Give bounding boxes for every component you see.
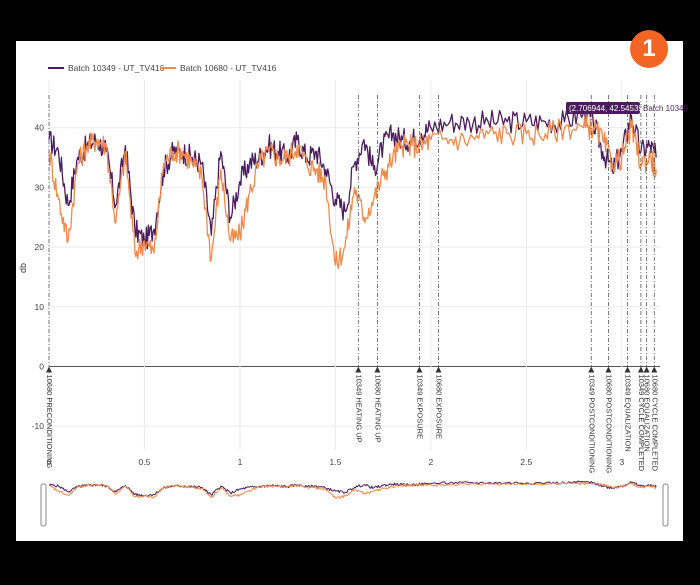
hover-tooltip: (2.706944, 42.54539) Batch 10349 <box>566 102 688 114</box>
event-label: 10680 HEATING UP <box>373 374 382 442</box>
x-tick-label: 0 <box>47 457 52 467</box>
event-label: 10349 EQUALIZATION <box>624 374 633 451</box>
y-tick-label: 0 <box>39 361 44 371</box>
x-tick-label: 3 <box>619 457 624 467</box>
event-arrow <box>588 366 595 373</box>
event-label: 10680 PRECONDITIONING <box>45 374 54 468</box>
y-axis-label: db <box>18 263 28 273</box>
event-label: 10680 CYCLE COMPLETED <box>650 374 659 471</box>
event-label: 10349 HEATING UP <box>354 374 363 442</box>
y-tick-label: -10 <box>32 421 45 431</box>
x-tick-label: 2.5 <box>520 457 532 467</box>
event-label: 10680 EQUALIZATION <box>643 374 652 451</box>
x-tick-label: 0.5 <box>139 457 151 467</box>
series-layer <box>48 104 657 270</box>
event-arrow <box>637 366 644 373</box>
y-tick-label: 30 <box>35 182 45 192</box>
tooltip-box <box>566 102 640 114</box>
event-label: 10680 EXPOSURE <box>435 374 444 439</box>
event-markers: 10680 PRECONDITIONING 10349 HEATING UP 106… <box>45 95 659 473</box>
y-tick-label: 40 <box>35 123 45 133</box>
y-tick-label: 10 <box>35 302 45 312</box>
event-label: 10680 POSTCONDITIONING <box>604 374 613 473</box>
event-arrow <box>651 366 658 373</box>
x-tick-label: 1 <box>238 457 243 467</box>
legend-label-batch-10680[interactable]: Batch 10680 - UT_TV416 <box>180 63 277 73</box>
navigator-series <box>48 480 657 499</box>
event-arrow <box>624 366 631 373</box>
event-label: 10349 POSTCONDITIONING <box>587 374 596 473</box>
event-arrow <box>46 366 52 373</box>
x-tick-label: 2 <box>429 457 434 467</box>
axis-ticks: -10 0 10 20 30 40 0 0.5 1 1.5 2 2.5 3 <box>32 123 625 467</box>
event-arrow <box>643 366 650 373</box>
event-arrow <box>435 366 442 373</box>
series-line-batch-10680 <box>48 115 657 270</box>
event-label: 10349 EXPOSURE <box>415 374 424 439</box>
navigator-left-handle[interactable] <box>40 483 47 527</box>
navigator-line-batch-10349 <box>48 480 657 497</box>
navigator-background <box>46 478 666 518</box>
event-arrow <box>355 366 362 373</box>
legend-label-batch-10349[interactable]: Batch 10349 - UT_TV416 <box>68 63 165 73</box>
tooltip-coords: (2.706944, 42.54539) <box>569 104 646 113</box>
range-navigator[interactable] <box>40 478 669 527</box>
event-arrow <box>416 366 423 373</box>
tooltip-series: Batch 10349 <box>643 104 688 113</box>
y-tick-label: 20 <box>35 242 45 252</box>
navigator-right-handle[interactable] <box>662 483 669 527</box>
x-tick-label: 1.5 <box>329 457 341 467</box>
event-arrow <box>605 366 612 373</box>
legend: Batch 10349 - UT_TV416 Batch 10680 - UT_… <box>48 63 277 73</box>
step-badge: 1 <box>630 30 668 68</box>
navigator-line-batch-10680 <box>48 481 657 499</box>
event-label: 10349 CYCLE COMPLETED <box>637 374 646 471</box>
event-arrow <box>374 366 381 373</box>
